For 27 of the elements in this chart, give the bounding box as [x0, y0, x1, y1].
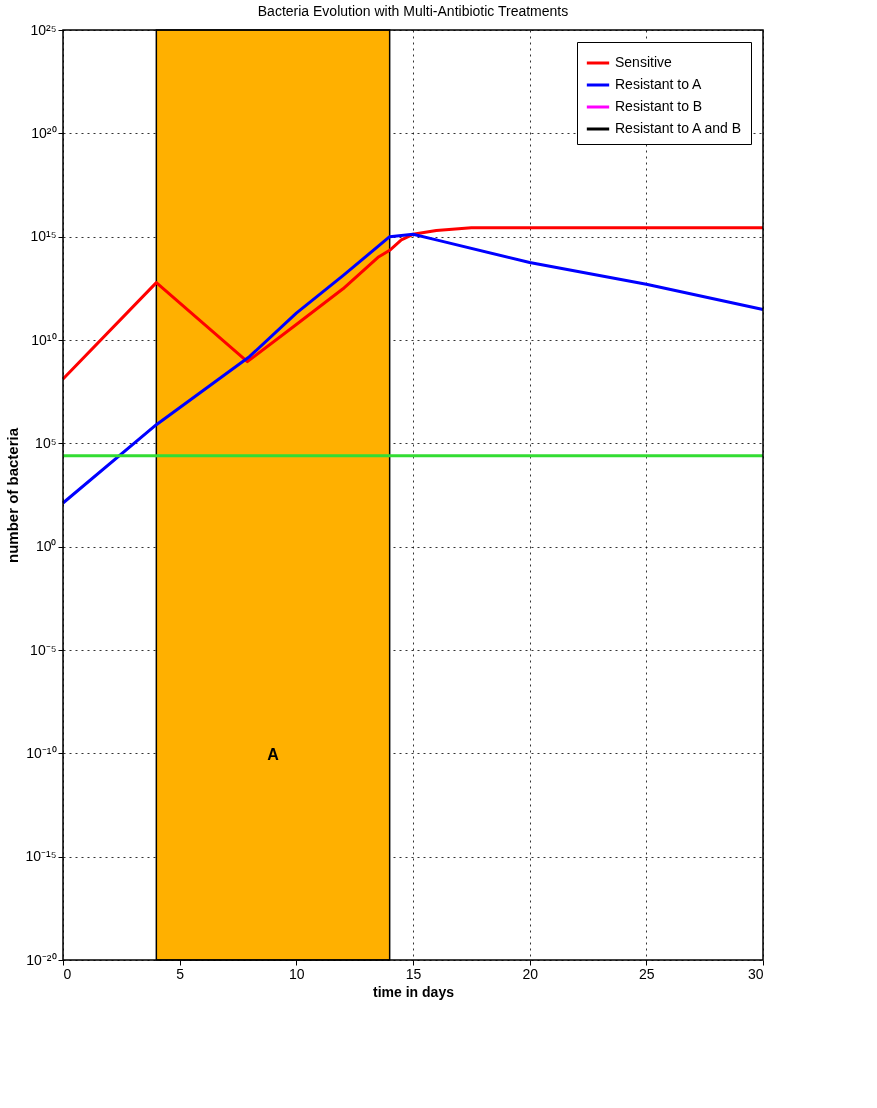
y-tick-label: 10⁻²⁰ — [26, 951, 57, 968]
x-tick-label: 0 — [63, 965, 72, 982]
y-axis-title: number of bacteria — [4, 427, 22, 564]
y-tick-label: 10⁻¹⁵ — [25, 848, 57, 865]
x-tick-label: 25 — [639, 965, 655, 982]
x-tick-label: 10 — [289, 965, 305, 982]
y-tick-label: 10¹⁵ — [30, 228, 57, 245]
y-tick-label: 10¹⁰ — [31, 331, 57, 348]
x-tick-label: 20 — [522, 965, 539, 982]
y-tick-label: 10⁰ — [35, 538, 57, 555]
line-series — [61, 226, 765, 381]
x-tick-label: 15 — [405, 965, 422, 982]
chart-title: Bacteria Evolution with Multi-Antibiotic Treatments — [257, 3, 569, 19]
x-tick-label: 30 — [747, 965, 764, 982]
y-tick-label: 10⁵ — [35, 434, 57, 451]
legend-label: Resistant to B — [615, 98, 703, 114]
legend-label: Resistant to A — [615, 76, 703, 92]
x-axis-title: time in days — [373, 983, 455, 1000]
legend-label: Resistant to A and B — [615, 120, 742, 136]
band-label: A — [267, 746, 280, 764]
y-tick-label: 10²⁰ — [31, 124, 57, 141]
y-tick-label: 10⁻⁵ — [30, 641, 57, 658]
y-tick-label: 10⁻¹⁰ — [26, 744, 57, 761]
line-series — [61, 232, 765, 505]
legend-label: Sensitive — [615, 54, 673, 70]
y-tick-label: 10²⁵ — [30, 21, 57, 38]
x-tick-label: 5 — [176, 965, 185, 982]
